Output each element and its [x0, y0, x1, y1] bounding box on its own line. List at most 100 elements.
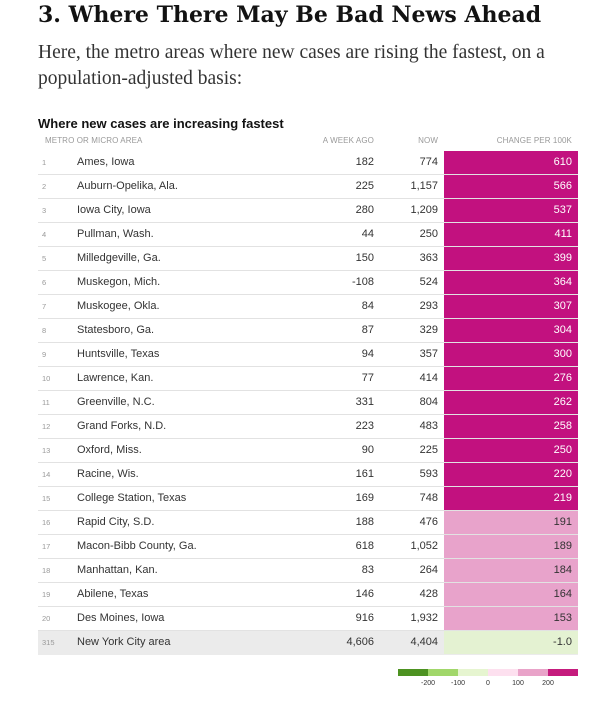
- row-metro-name: Iowa City, Iowa: [77, 204, 151, 216]
- table-row: 14 Racine, Wis. 161 593 220: [38, 463, 578, 487]
- row-now-value: 363: [419, 252, 438, 264]
- row-metro-name: Ames, Iowa: [77, 156, 135, 168]
- row-rank: 11: [42, 398, 50, 407]
- row-rank: 19: [42, 590, 51, 599]
- row-now-value: 357: [419, 348, 438, 360]
- row-rank: 6: [42, 278, 47, 287]
- row-week-ago-value: 280: [355, 204, 374, 216]
- row-rank: 1: [42, 158, 47, 167]
- row-now-value: 774: [419, 156, 438, 168]
- table-row: 7 Muskogee, Okla. 84 293 307: [38, 295, 578, 319]
- row-change-value: 364: [444, 271, 578, 294]
- row-metro-name: New York City area: [77, 636, 171, 648]
- row-change-value: 411: [444, 223, 578, 246]
- row-change-value: 300: [444, 343, 578, 366]
- row-change-value: -1.0: [444, 631, 578, 654]
- legend-swatch: [458, 669, 488, 676]
- row-rank: 9: [42, 350, 47, 359]
- table-row: 13 Oxford, Miss. 90 225 250: [38, 439, 578, 463]
- row-now-value: 483: [419, 420, 438, 432]
- row-rank: 12: [42, 422, 51, 431]
- row-week-ago-value: 916: [355, 612, 374, 624]
- metro-table: 1 Ames, Iowa 182 774 610 2 Auburn-Opelika, Ala…: [38, 151, 578, 655]
- legend-tick-label: -200: [420, 680, 436, 687]
- table-row: 11 Greenville, N.C. 331 804 262: [38, 391, 578, 415]
- legend-tick-label: 0: [486, 680, 490, 687]
- column-header-metro: METRO OR MICRO AREA: [45, 136, 143, 145]
- row-week-ago-value: 90: [361, 444, 374, 456]
- row-metro-name: Grand Forks, N.D.: [77, 420, 167, 432]
- row-now-value: 250: [419, 228, 438, 240]
- row-week-ago-value: 331: [355, 396, 374, 408]
- headline: 3. Where There May Be Bad News Ahead: [38, 2, 542, 28]
- row-rank: 7: [42, 302, 47, 311]
- row-metro-name: Huntsville, Texas: [77, 348, 160, 360]
- table-row: 1 Ames, Iowa 182 774 610: [38, 151, 578, 175]
- row-week-ago-value: 169: [355, 492, 374, 504]
- table-row: 4 Pullman, Wash. 44 250 411: [38, 223, 578, 247]
- row-now-value: 593: [419, 468, 438, 480]
- table-row: 12 Grand Forks, N.D. 223 483 258: [38, 415, 578, 439]
- row-now-value: 225: [419, 444, 438, 456]
- legend-swatch: [548, 669, 578, 676]
- row-week-ago-value: 161: [355, 468, 374, 480]
- row-change-value: 220: [444, 463, 578, 486]
- row-change-value: 184: [444, 559, 578, 582]
- column-header-week-ago: A WEEK AGO: [322, 136, 374, 145]
- row-metro-name: Macon-Bibb County, Ga.: [77, 540, 197, 552]
- table-row: 15 College Station, Texas 169 748 219: [38, 487, 578, 511]
- row-metro-name: Auburn-Opelika, Ala.: [77, 180, 178, 192]
- table-row: 6 Muskegon, Mich. -108 524 364: [38, 271, 578, 295]
- row-metro-name: Rapid City, S.D.: [77, 516, 155, 528]
- row-change-value: 304: [444, 319, 578, 342]
- row-week-ago-value: 44: [361, 228, 374, 240]
- row-change-value: 610: [444, 151, 578, 174]
- row-week-ago-value: 225: [355, 180, 374, 192]
- row-week-ago-value: 77: [361, 372, 374, 384]
- row-metro-name: Oxford, Miss.: [77, 444, 142, 456]
- row-week-ago-value: 83: [361, 564, 374, 576]
- table-row: 9 Huntsville, Texas 94 357 300: [38, 343, 578, 367]
- row-week-ago-value: 146: [355, 588, 374, 600]
- row-change-value: 219: [444, 487, 578, 510]
- row-rank: 3: [42, 206, 47, 215]
- row-week-ago-value: 87: [361, 324, 374, 336]
- table-row: 17 Macon-Bibb County, Ga. 618 1,052 189: [38, 535, 578, 559]
- column-header-now: NOW: [418, 136, 438, 145]
- row-change-value: 307: [444, 295, 578, 318]
- row-week-ago-value: 4,606: [346, 636, 374, 648]
- legend-labels: -200 -100 0 100 200: [398, 680, 578, 692]
- row-now-value: 804: [419, 396, 438, 408]
- row-now-value: 428: [419, 588, 438, 600]
- row-metro-name: Greenville, N.C.: [77, 396, 155, 408]
- row-now-value: 1,209: [410, 204, 438, 216]
- row-metro-name: Des Moines, Iowa: [77, 612, 165, 624]
- table-row: 3 Iowa City, Iowa 280 1,209 537: [38, 199, 578, 223]
- row-rank: 2: [42, 182, 47, 191]
- row-rank: 17: [42, 542, 51, 551]
- row-metro-name: Milledgeville, Ga.: [77, 252, 161, 264]
- row-week-ago-value: 150: [355, 252, 374, 264]
- table-row: 8 Statesboro, Ga. 87 329 304: [38, 319, 578, 343]
- row-now-value: 1,052: [410, 540, 438, 552]
- row-change-value: 537: [444, 199, 578, 222]
- row-change-value: 191: [444, 511, 578, 534]
- table-title: Where new cases are increasing fastest: [38, 116, 284, 131]
- row-now-value: 748: [419, 492, 438, 504]
- legend-tick-label: -100: [450, 680, 466, 687]
- legend-swatch: [518, 669, 548, 676]
- legend-tick-label: 100: [512, 680, 524, 687]
- row-week-ago-value: 84: [361, 300, 374, 312]
- row-metro-name: Manhattan, Kan.: [77, 564, 158, 576]
- row-rank: 20: [42, 614, 51, 623]
- legend-swatch: [428, 669, 458, 676]
- legend-color-scale: [398, 669, 578, 676]
- table-row: 315 New York City area 4,606 4,404 -1.0: [38, 631, 578, 655]
- table-row: 10 Lawrence, Kan. 77 414 276: [38, 367, 578, 391]
- row-now-value: 414: [419, 372, 438, 384]
- row-week-ago-value: 94: [361, 348, 374, 360]
- row-change-value: 566: [444, 175, 578, 198]
- table-row: 5 Milledgeville, Ga. 150 363 399: [38, 247, 578, 271]
- row-now-value: 329: [419, 324, 438, 336]
- legend-tick-label: 200: [542, 680, 554, 687]
